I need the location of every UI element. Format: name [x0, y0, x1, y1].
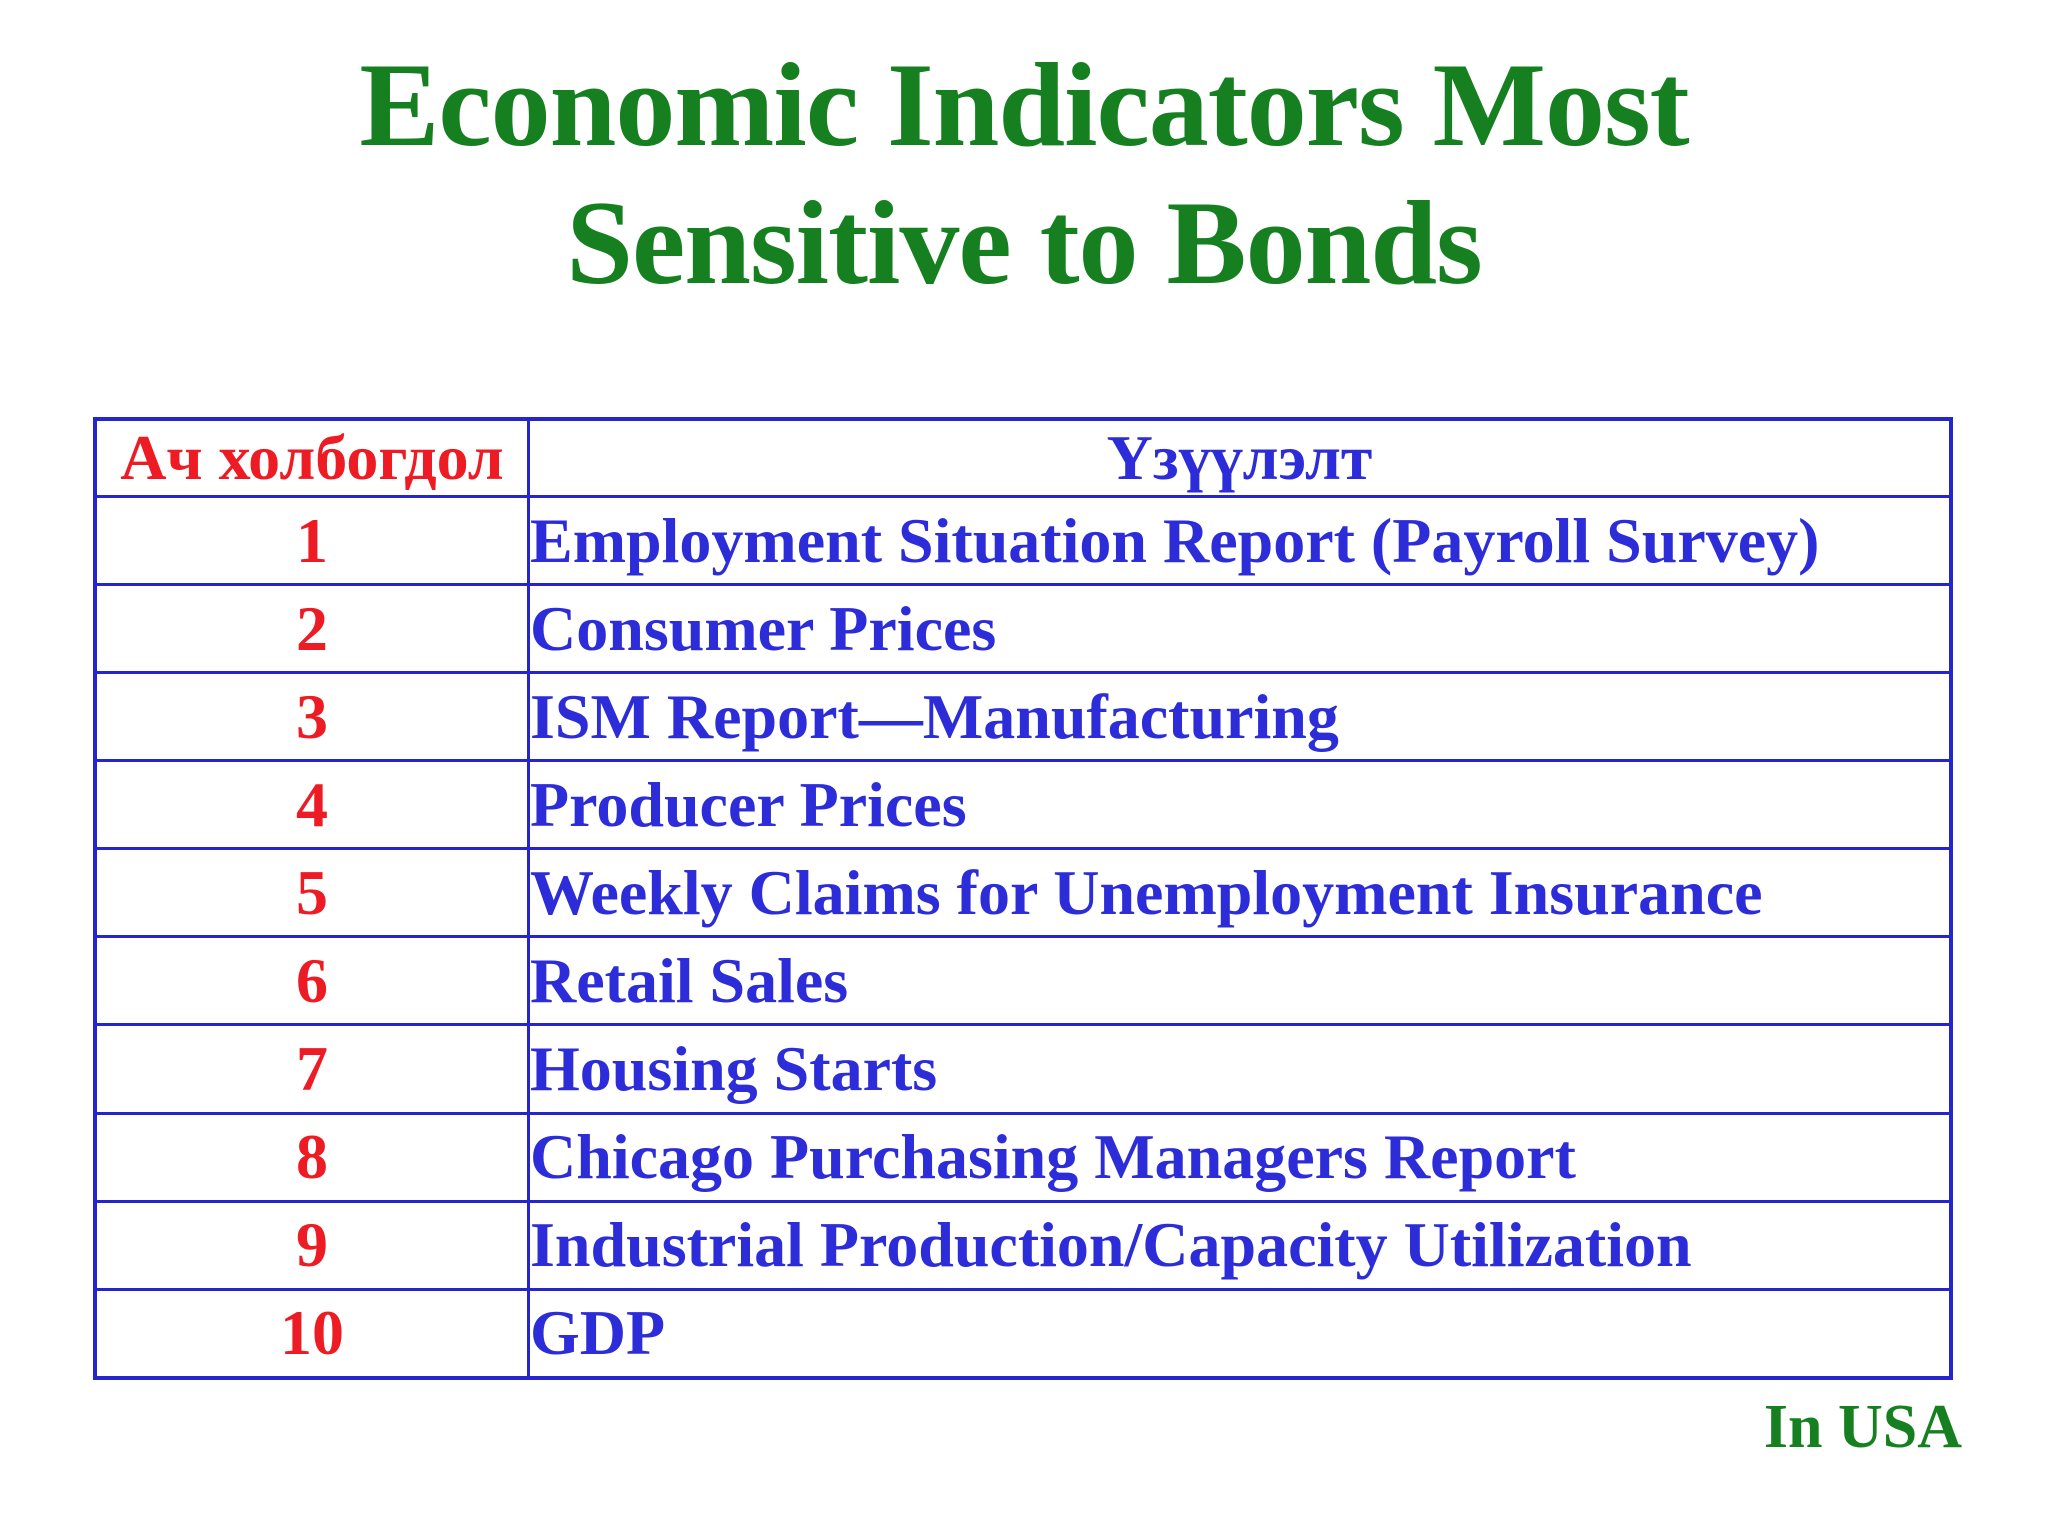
rank-cell: 8 — [93, 1111, 530, 1203]
table-row: 6 Retail Sales — [93, 935, 1953, 1027]
table-row: 4 Producer Prices — [93, 759, 1953, 851]
header-importance: Ач холбогдол — [93, 417, 530, 498]
indicator-cell: Retail Sales — [527, 935, 1953, 1027]
rank-cell: 7 — [93, 1023, 530, 1115]
indicator-cell: ISM Report—Manufacturing — [527, 671, 1953, 763]
rank-cell: 6 — [93, 935, 530, 1027]
table-row: 2 Consumer Prices — [93, 583, 1953, 675]
indicators-table: Ач холбогдол Үзүүлэлт 1 Employment Situat… — [93, 417, 1953, 1380]
table-row: 1 Employment Situation Report (Payroll Su… — [93, 494, 1953, 587]
indicator-cell: Employment Situation Report (Payroll Sur… — [527, 494, 1953, 587]
table-row: 8 Chicago Purchasing Managers Report — [93, 1111, 1953, 1203]
indicator-cell: GDP — [527, 1287, 1953, 1380]
indicator-cell: Industrial Production/Capacity Utilizati… — [527, 1199, 1953, 1291]
title-line-1: Economic Indicators Most — [359, 38, 1689, 171]
indicator-cell: Housing Starts — [527, 1023, 1953, 1115]
indicator-cell: Consumer Prices — [527, 583, 1953, 675]
table-row: 10 GDP — [93, 1287, 1953, 1380]
slide-title: Economic Indicators Most Sensitive to Bo… — [0, 36, 2048, 312]
table-row: 9 Industrial Production/Capacity Utilizat… — [93, 1199, 1953, 1291]
table-header-row: Ач холбогдол Үзүүлэлт — [93, 417, 1953, 498]
title-line-2: Sensitive to Bonds — [566, 176, 1483, 309]
rank-cell: 1 — [93, 494, 530, 587]
indicator-cell: Producer Prices — [527, 759, 1953, 851]
table-row: 3 ISM Report—Manufacturing — [93, 671, 1953, 763]
header-indicator: Үзүүлэлт — [527, 417, 1953, 498]
rank-cell: 3 — [93, 671, 530, 763]
rank-cell: 5 — [93, 847, 530, 939]
rank-cell: 2 — [93, 583, 530, 675]
rank-cell: 9 — [93, 1199, 530, 1291]
table-row: 5 Weekly Claims for Unemployment Insuranc… — [93, 847, 1953, 939]
table-row: 7 Housing Starts — [93, 1023, 1953, 1115]
rank-cell: 4 — [93, 759, 530, 851]
indicator-cell: Chicago Purchasing Managers Report — [527, 1111, 1953, 1203]
footer-note: In USA — [1763, 1393, 1962, 1461]
indicator-cell: Weekly Claims for Unemployment Insurance — [527, 847, 1953, 939]
rank-cell: 10 — [93, 1287, 530, 1380]
